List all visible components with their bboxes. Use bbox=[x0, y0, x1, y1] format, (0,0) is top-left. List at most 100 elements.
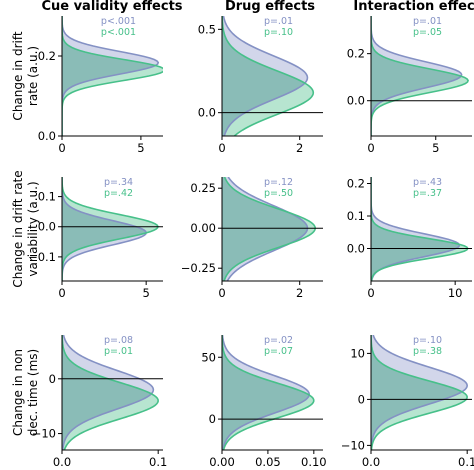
x-tick-label: 0.10 bbox=[301, 455, 327, 469]
density-a-line bbox=[62, 335, 155, 450]
row-label-line: rate (a.u.) bbox=[26, 46, 40, 106]
y-tick-label: 0.0 bbox=[38, 129, 56, 143]
p-value-label: p=.42 bbox=[104, 188, 133, 199]
p-value-label: p<.001 bbox=[101, 16, 136, 27]
x-tick-label: 0 bbox=[367, 286, 374, 300]
row-label-line: variability (a.u.) bbox=[26, 181, 40, 276]
x-tick-label: 0 bbox=[218, 286, 225, 300]
y-tick-label: −10 bbox=[341, 438, 365, 452]
x-tick-label: 2 bbox=[296, 286, 303, 300]
density-overlap bbox=[222, 335, 310, 450]
p-value-label: p=.02 bbox=[264, 335, 293, 346]
panel-r1-c3: 0 5 0.0 0.2 p=.01p=.05 bbox=[347, 16, 472, 155]
x-tick-label: 0.05 bbox=[255, 455, 281, 469]
panel-r2-c2: 0 2 −0.25 0.00 0.25 p=.12p=.50 bbox=[181, 177, 323, 300]
x-tick-label: 2 bbox=[296, 141, 303, 155]
x-tick-label: 0 bbox=[58, 141, 65, 155]
density-overlap bbox=[371, 16, 461, 136]
density-b-line bbox=[62, 177, 159, 281]
y-tick-label: 0 bbox=[358, 392, 365, 406]
density-b-line bbox=[222, 16, 315, 136]
p-value-label: p=.34 bbox=[104, 177, 133, 188]
density-a-line bbox=[62, 16, 160, 136]
density-b-line bbox=[223, 177, 317, 281]
density-a-line bbox=[222, 335, 311, 450]
density-overlap bbox=[371, 335, 461, 450]
panel-r3-c2: 0.00 0.05 0.10 0 50 p=.02p=.07 bbox=[201, 335, 327, 469]
row-label-line: Change in drift rate bbox=[11, 170, 25, 287]
p-value-label: p=.05 bbox=[413, 27, 442, 38]
row-label-line: dec. time (ms) bbox=[26, 349, 40, 436]
p-value-label: p=.01 bbox=[104, 346, 133, 357]
y-tick-label: 50 bbox=[201, 350, 216, 364]
y-tick-label: −0.1 bbox=[28, 250, 56, 264]
x-tick-label: 5 bbox=[137, 141, 144, 155]
density-a-line bbox=[371, 335, 468, 450]
y-tick-label: −0.25 bbox=[181, 261, 216, 275]
y-tick-label: 0.1 bbox=[38, 190, 56, 204]
density-b-line bbox=[62, 335, 159, 450]
column-title-2: Drug effects bbox=[225, 0, 315, 14]
p-value-label: p=.01 bbox=[413, 16, 442, 27]
panel-r3-c3: 0.0 0.1 −10 0 10 p=.10p=.38 bbox=[341, 335, 474, 469]
row-label-2: Change in drift rate variability (a.u.) bbox=[11, 170, 40, 287]
row-label-line: Change in drift bbox=[11, 31, 25, 120]
column-title-3: Interaction effects bbox=[353, 0, 474, 14]
y-tick-label: 0.25 bbox=[190, 181, 216, 195]
y-tick-label: 10 bbox=[350, 346, 365, 360]
x-tick-label: 0.0 bbox=[53, 455, 71, 469]
density-a-line bbox=[226, 177, 309, 281]
y-tick-label: 0 bbox=[209, 412, 216, 426]
p-value-label: p=.10 bbox=[264, 27, 293, 38]
density-overlap bbox=[371, 177, 460, 281]
row-label-1: Change in drift rate (a.u.) bbox=[11, 31, 40, 120]
y-tick-label: 0.00 bbox=[190, 221, 216, 235]
row-label-line: Change in non bbox=[11, 349, 25, 436]
density-a-fill bbox=[62, 16, 159, 136]
x-tick-label: 0.1 bbox=[149, 455, 167, 469]
row-labels: Change in drift rate (a.u.)Change in drif… bbox=[11, 31, 40, 436]
p-value-label: p=.07 bbox=[264, 346, 293, 357]
y-tick-label: 0.2 bbox=[347, 177, 365, 191]
panel-r2-c1: 0 5 −0.1 0.0 0.1 p=.34p=.42 bbox=[28, 177, 163, 300]
p-value-label: p=.08 bbox=[104, 335, 133, 346]
density-overlap bbox=[222, 177, 308, 281]
density-a-line bbox=[62, 177, 148, 281]
x-tick-label: 0 bbox=[367, 141, 374, 155]
y-tick-label: 0.2 bbox=[347, 47, 365, 61]
x-tick-label: 5 bbox=[143, 286, 150, 300]
density-b-line bbox=[371, 335, 469, 450]
p-value-label: p=.43 bbox=[413, 177, 442, 188]
density-b-line bbox=[222, 335, 315, 450]
x-tick-label: 10 bbox=[448, 286, 463, 300]
row-label-3: Change in non dec. time (ms) bbox=[11, 349, 40, 436]
density-overlap bbox=[222, 16, 305, 136]
density-overlap bbox=[62, 177, 147, 281]
p-value-label: p=.38 bbox=[413, 346, 442, 357]
x-tick-label: 0.1 bbox=[458, 455, 474, 469]
column-titles: Cue validity effects Drug effects Interact… bbox=[41, 0, 474, 14]
panel-r2-c3: 0 10 0.0 0.1 0.2 p=.43p=.37 bbox=[347, 177, 472, 300]
y-tick-label: 0 bbox=[49, 372, 56, 386]
x-tick-label: 0.00 bbox=[209, 455, 235, 469]
p-value-label: p=.10 bbox=[413, 335, 442, 346]
y-tick-label: 0.0 bbox=[198, 106, 216, 120]
panel-r1-c2: 0 2 0.0 0.5 p=.01p=.10 bbox=[198, 16, 323, 155]
x-tick-label: 5 bbox=[432, 141, 439, 155]
y-tick-label: 0.0 bbox=[38, 220, 56, 234]
p-value-label: p=.50 bbox=[264, 188, 293, 199]
p-value-label: p<.001 bbox=[101, 27, 136, 38]
y-tick-label: 0.5 bbox=[198, 22, 216, 36]
x-tick-label: 0.0 bbox=[362, 455, 380, 469]
p-value-label: p=.37 bbox=[413, 188, 442, 199]
x-tick-label: 0 bbox=[58, 286, 65, 300]
y-tick-label: 0.1 bbox=[347, 209, 365, 223]
column-title-1: Cue validity effects bbox=[41, 0, 182, 14]
x-tick-label: 0 bbox=[218, 141, 225, 155]
p-value-label: p=.01 bbox=[264, 16, 293, 27]
y-tick-label: 0.0 bbox=[347, 94, 365, 108]
density-b-line bbox=[371, 177, 469, 281]
y-tick-label: −10 bbox=[32, 427, 56, 441]
